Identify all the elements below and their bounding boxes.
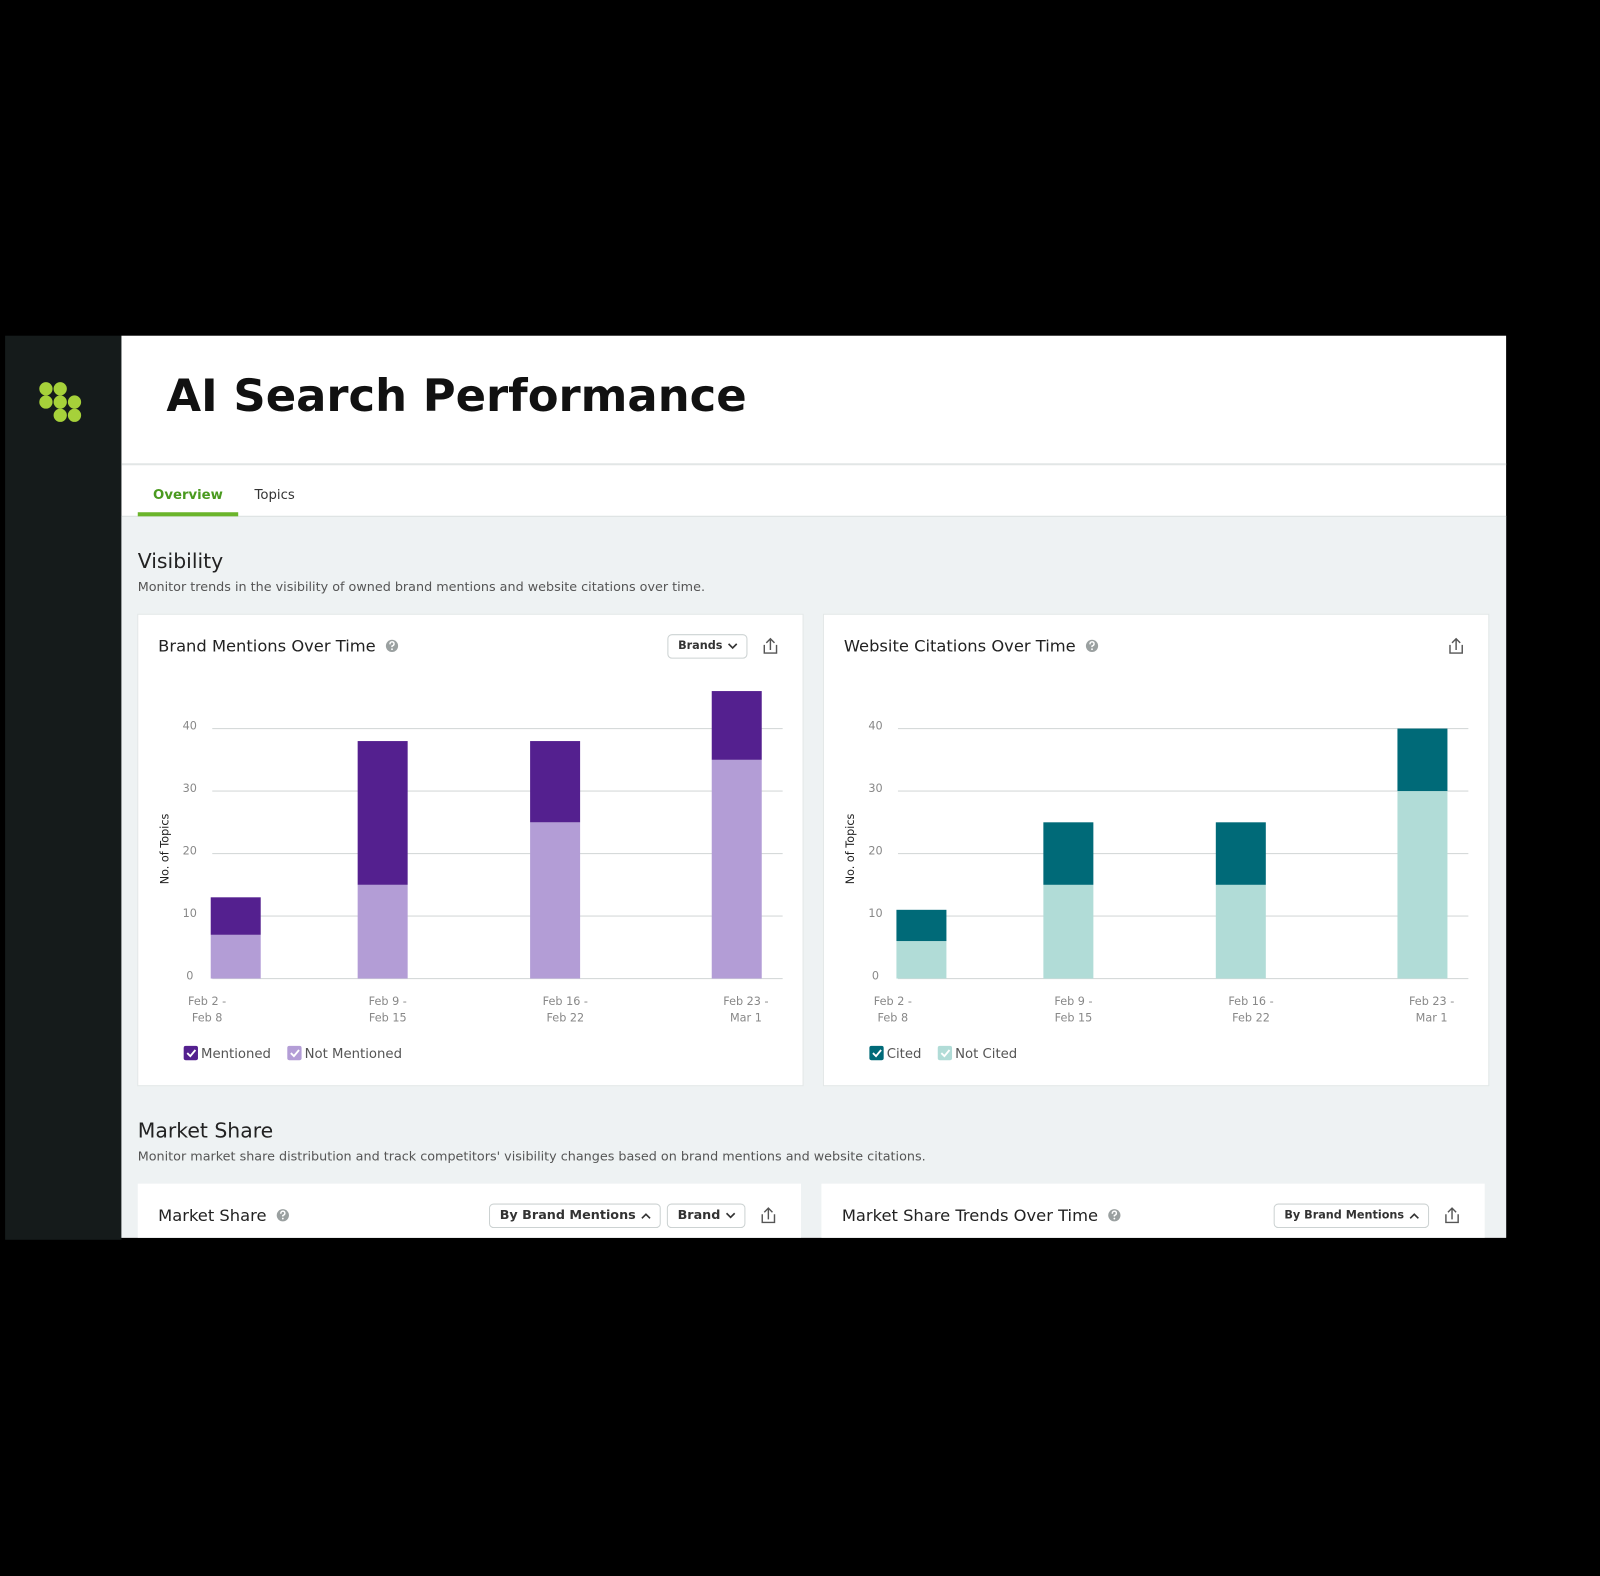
x-tick-label: Feb 9 -	[369, 995, 407, 1008]
x-tick-label: Feb 2 -	[874, 995, 912, 1008]
card-title: Market Share	[158, 1206, 266, 1225]
x-tick-label: Feb 15	[369, 1011, 407, 1024]
y-axis-label: No. of Topics	[844, 814, 857, 885]
chart-card	[822, 613, 1490, 1087]
y-axis-label: No. of Topics	[158, 814, 171, 885]
help-dot	[1113, 1217, 1116, 1220]
x-tick-label: Feb 9 -	[1054, 995, 1092, 1008]
chart-card	[137, 613, 804, 1087]
dropdown-label[interactable]: Brands	[678, 639, 723, 652]
bar-segment	[1397, 791, 1448, 979]
section-title: Market Share	[138, 1119, 273, 1143]
legend-label[interactable]: Cited	[887, 1047, 922, 1062]
bar-segment	[210, 934, 261, 979]
bar-segment	[1043, 822, 1094, 885]
bar-segment	[530, 822, 581, 979]
bar-segment	[1215, 822, 1266, 885]
bar-segment	[711, 759, 762, 979]
card-title: Brand Mentions Over Time	[158, 636, 376, 655]
x-tick-label: Feb 16 -	[1228, 995, 1273, 1008]
x-tick-label: Feb 15	[1055, 1011, 1093, 1024]
bar-segment	[210, 897, 261, 935]
dropdown[interactable]	[666, 1203, 746, 1229]
x-tick-label: Feb 23 -	[723, 995, 768, 1008]
legend-label[interactable]: Not Cited	[955, 1047, 1017, 1062]
y-tick-label: 30	[868, 782, 882, 795]
help-glyph	[280, 1210, 286, 1217]
y-tick-label: 0	[872, 970, 879, 983]
bar-segment	[896, 941, 947, 979]
export-button[interactable]	[763, 637, 778, 654]
x-tick-label: Mar 1	[730, 1011, 762, 1024]
dropdown-label[interactable]: By Brand Mentions	[500, 1208, 636, 1223]
dropdown-chevron	[1409, 1213, 1419, 1219]
legend-check	[290, 1049, 300, 1058]
card-title: Website Citations Over Time	[844, 636, 1076, 655]
y-tick-label: 40	[868, 720, 882, 733]
tab[interactable]: Overview	[153, 488, 223, 503]
export-button[interactable]	[761, 1207, 776, 1224]
card-title: Market Share Trends Over Time	[842, 1206, 1098, 1225]
legend-checkbox[interactable]	[183, 1045, 198, 1061]
y-tick-label: 40	[183, 720, 197, 733]
dropdown[interactable]	[667, 634, 748, 659]
x-tick-label: Feb 8	[192, 1011, 223, 1024]
logo[interactable]	[39, 382, 82, 422]
help-glyph	[389, 641, 395, 648]
legend-check	[872, 1049, 882, 1058]
legend-label[interactable]: Not Mentioned	[305, 1047, 402, 1062]
y-tick-label: 20	[183, 845, 197, 858]
help-dot	[281, 1217, 284, 1220]
bar-segment	[711, 691, 762, 760]
bar-segment	[896, 909, 947, 942]
y-tick-label: 30	[183, 782, 197, 795]
bar-segment	[1043, 884, 1094, 979]
y-tick-label: 10	[183, 907, 197, 920]
help-glyph	[1089, 641, 1095, 648]
legend-check	[186, 1049, 197, 1058]
legend-check	[940, 1049, 951, 1058]
x-tick-label: Feb 2 -	[188, 995, 226, 1008]
x-tick-label: Feb 22	[546, 1011, 584, 1024]
tab[interactable]: Topics	[254, 488, 295, 503]
legend-checkbox[interactable]	[287, 1045, 302, 1061]
export-button[interactable]	[1445, 1207, 1459, 1224]
dropdown[interactable]	[1273, 1203, 1430, 1229]
help-dot	[391, 648, 393, 651]
help-glyph	[1111, 1210, 1118, 1217]
export-button[interactable]	[1449, 637, 1463, 654]
dropdown-label[interactable]: By Brand Mentions	[1284, 1208, 1404, 1221]
section-title: Visibility	[138, 549, 223, 573]
help-dot	[1091, 648, 1093, 651]
bar-segment	[357, 741, 408, 885]
section-description: Monitor trends in the visibility of owne…	[138, 580, 705, 595]
bar-segment	[1215, 884, 1266, 979]
y-tick-label: 20	[868, 845, 882, 858]
dropdown[interactable]	[488, 1203, 661, 1229]
legend-checkbox[interactable]	[869, 1045, 884, 1061]
y-tick-label: 10	[868, 907, 882, 920]
y-tick-label: 0	[186, 970, 193, 983]
sidebar	[5, 335, 122, 1240]
page-title: AI Search Performance	[166, 369, 746, 422]
tab-underline	[137, 512, 239, 517]
x-tick-label: Feb 23 -	[1409, 995, 1454, 1008]
section-description: Monitor market share distribution and tr…	[138, 1150, 926, 1165]
dropdown-label[interactable]: Brand	[678, 1208, 721, 1223]
legend-checkbox[interactable]	[937, 1045, 953, 1061]
dropdown-chevron	[727, 643, 738, 650]
dropdown-chevron	[725, 1212, 736, 1219]
bar-segment	[530, 741, 581, 823]
bar-segment	[357, 884, 408, 979]
x-tick-label: Mar 1	[1416, 1011, 1448, 1024]
dropdown-chevron	[641, 1213, 651, 1219]
legend-label[interactable]: Mentioned	[201, 1047, 271, 1062]
x-tick-label: Feb 22	[1232, 1011, 1270, 1024]
x-tick-label: Feb 8	[878, 1011, 909, 1024]
bar-segment	[1397, 728, 1448, 792]
x-tick-label: Feb 16 -	[543, 995, 588, 1008]
